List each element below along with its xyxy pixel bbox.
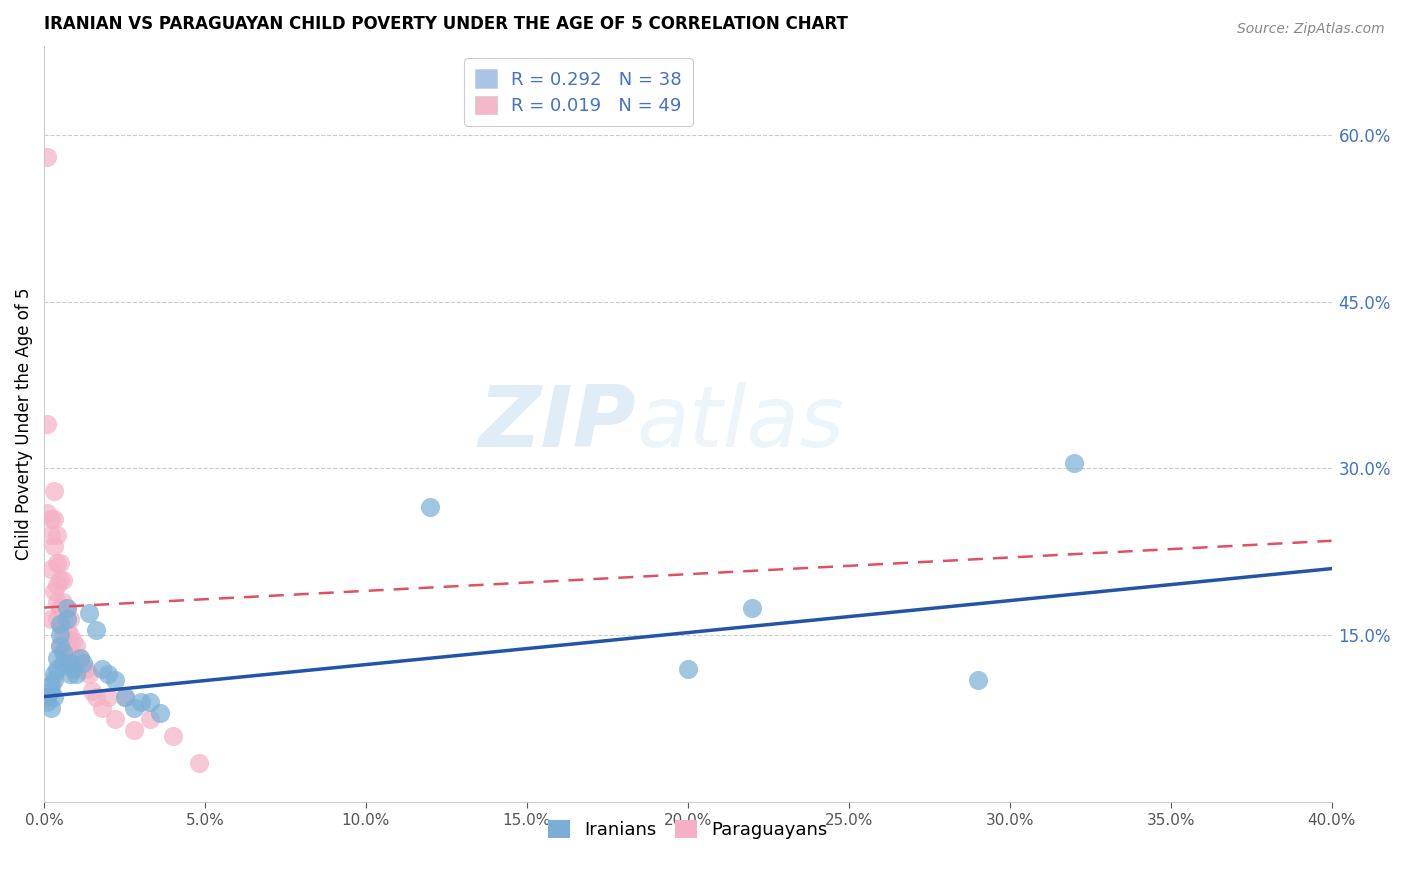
Y-axis label: Child Poverty Under the Age of 5: Child Poverty Under the Age of 5: [15, 288, 32, 560]
Point: [55, 612, 77, 626]
Text: ZIP: ZIP: [478, 383, 637, 466]
Point: [59, 628, 82, 642]
Point: [46, 556, 69, 570]
Point: [39, 700, 62, 714]
Text: IRANIAN VS PARAGUAYAN CHILD POVERTY UNDER THE AGE OF 5 CORRELATION CHART: IRANIAN VS PARAGUAYAN CHILD POVERTY UNDE…: [44, 15, 848, 33]
Point: [114, 690, 136, 704]
Point: [55, 600, 77, 615]
Point: [419, 500, 441, 515]
Point: [39, 561, 62, 575]
Point: [55, 623, 77, 637]
Point: [62, 634, 84, 648]
Point: [39, 612, 62, 626]
Point: [91, 662, 114, 676]
Point: [59, 656, 82, 670]
Point: [49, 640, 72, 654]
Point: [46, 528, 69, 542]
Point: [741, 600, 763, 615]
Point: [49, 556, 72, 570]
Point: [52, 612, 75, 626]
Point: [37, 690, 59, 704]
Text: atlas: atlas: [637, 383, 845, 466]
Point: [72, 656, 94, 670]
Point: [52, 573, 75, 587]
Point: [139, 712, 162, 726]
Point: [42, 540, 65, 554]
Point: [69, 650, 91, 665]
Point: [55, 640, 77, 654]
Point: [122, 700, 145, 714]
Point: [42, 583, 65, 598]
Point: [65, 640, 87, 654]
Point: [49, 628, 72, 642]
Point: [72, 662, 94, 676]
Point: [62, 662, 84, 676]
Point: [97, 690, 120, 704]
Point: [42, 690, 65, 704]
Point: [129, 695, 152, 709]
Point: [39, 511, 62, 525]
Point: [39, 678, 62, 692]
Point: [49, 600, 72, 615]
Point: [104, 712, 127, 726]
Point: [149, 706, 172, 721]
Point: [82, 684, 104, 698]
Point: [162, 729, 184, 743]
Point: [84, 690, 107, 704]
Point: [49, 617, 72, 632]
Point: [42, 483, 65, 498]
Point: [114, 690, 136, 704]
Point: [676, 662, 699, 676]
Point: [46, 595, 69, 609]
Point: [37, 506, 59, 520]
Point: [55, 600, 77, 615]
Point: [42, 511, 65, 525]
Point: [1063, 456, 1085, 470]
Point: [91, 700, 114, 714]
Point: [65, 667, 87, 681]
Point: [39, 528, 62, 542]
Point: [104, 673, 127, 687]
Point: [65, 656, 87, 670]
Legend: Iranians, Paraguayans: Iranians, Paraguayans: [541, 813, 834, 847]
Point: [52, 656, 75, 670]
Point: [97, 667, 120, 681]
Point: [37, 417, 59, 431]
Text: Source: ZipAtlas.com: Source: ZipAtlas.com: [1237, 22, 1385, 37]
Point: [77, 606, 100, 620]
Point: [59, 667, 82, 681]
Point: [46, 662, 69, 676]
Point: [966, 673, 988, 687]
Point: [37, 150, 59, 164]
Point: [52, 645, 75, 659]
Point: [62, 650, 84, 665]
Point: [39, 684, 62, 698]
Point: [49, 640, 72, 654]
Point: [49, 617, 72, 632]
Point: [46, 612, 69, 626]
Point: [139, 695, 162, 709]
Point: [46, 578, 69, 592]
Point: [46, 650, 69, 665]
Point: [75, 662, 97, 676]
Point: [37, 695, 59, 709]
Point: [77, 667, 100, 681]
Point: [49, 573, 72, 587]
Point: [187, 756, 209, 771]
Point: [59, 612, 82, 626]
Point: [122, 723, 145, 737]
Point: [52, 628, 75, 642]
Point: [42, 673, 65, 687]
Point: [52, 595, 75, 609]
Point: [59, 645, 82, 659]
Point: [84, 623, 107, 637]
Point: [42, 667, 65, 681]
Point: [69, 650, 91, 665]
